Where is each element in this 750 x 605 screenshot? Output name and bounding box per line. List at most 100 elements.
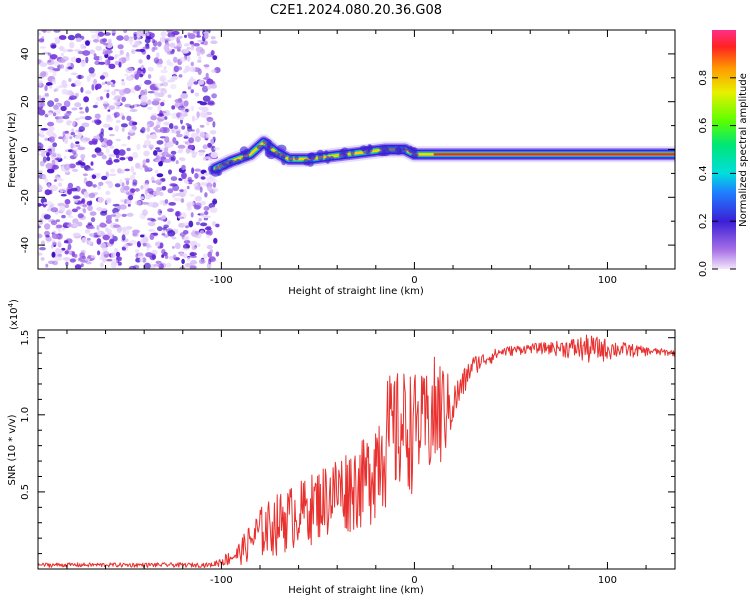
noise-speckle: [77, 50, 85, 55]
noise-speckle: [79, 116, 86, 119]
noise-speckle: [77, 146, 86, 151]
noise-speckle: [203, 172, 210, 176]
noise-speckle: [41, 151, 46, 158]
noise-speckle: [126, 212, 134, 217]
noise-speckle: [194, 195, 202, 202]
noise-speckle: [205, 230, 211, 235]
noise-speckle: [84, 258, 91, 261]
noise-speckle: [172, 137, 177, 144]
noise-speckle: [171, 105, 176, 110]
noise-speckle: [139, 196, 145, 200]
colorbar-tick-label: 0.8: [698, 70, 709, 86]
noise-speckle: [123, 35, 130, 41]
noise-speckle: [188, 137, 195, 144]
noise-speckle: [51, 233, 60, 239]
noise-speckle: [147, 221, 156, 227]
noise-speckle: [88, 67, 95, 74]
noise-speckle: [114, 125, 119, 132]
noise-speckle: [58, 136, 64, 139]
noise-speckle: [121, 115, 126, 120]
noise-speckle: [38, 109, 46, 116]
noise-speckle: [144, 38, 151, 44]
noise-speckle: [193, 183, 198, 187]
noise-speckle: [198, 56, 202, 60]
noise-speckle: [127, 156, 134, 162]
noise-speckle: [191, 245, 197, 251]
signal-blob: [395, 145, 405, 152]
noise-speckle: [171, 236, 177, 240]
noise-speckle: [203, 64, 210, 68]
noise-speckle: [38, 95, 42, 100]
noise-speckle: [175, 160, 179, 165]
noise-speckle: [113, 212, 122, 219]
noise-speckle: [69, 258, 76, 263]
noise-speckle: [161, 233, 166, 236]
noise-speckle: [121, 57, 127, 63]
noise-speckle: [83, 45, 87, 49]
noise-speckle: [190, 89, 194, 94]
noise-speckle: [65, 210, 71, 216]
noise-speckle: [45, 234, 50, 238]
noise-speckle: [187, 126, 193, 132]
noise-speckle: [191, 167, 195, 174]
noise-speckle: [81, 237, 87, 243]
signal-blob: [341, 147, 349, 155]
noise-speckle: [189, 265, 197, 269]
noise-speckle: [74, 79, 82, 87]
noise-speckle: [125, 179, 130, 186]
noise-speckle: [132, 179, 138, 186]
noise-speckle: [155, 186, 161, 192]
noise-speckle: [61, 214, 66, 219]
noise-speckle: [126, 115, 132, 122]
noise-speckle: [174, 193, 181, 197]
noise-speckle: [117, 168, 122, 174]
noise-speckle: [105, 197, 112, 204]
noise-speckle: [82, 50, 91, 56]
noise-speckle: [97, 229, 101, 236]
noise-speckle: [77, 221, 83, 227]
noise-speckle: [183, 239, 191, 244]
noise-speckle: [90, 255, 96, 259]
noise-speckle: [210, 36, 216, 40]
noise-speckle: [91, 34, 98, 39]
noise-speckle: [71, 92, 75, 96]
noise-speckle: [111, 262, 119, 266]
noise-speckle: [142, 257, 147, 263]
signal-blob: [281, 154, 286, 161]
noise-speckle: [210, 256, 216, 261]
noise-speckle: [44, 85, 48, 92]
noise-speckle: [48, 126, 55, 131]
noise-speckle: [140, 185, 144, 190]
noise-speckle: [56, 224, 63, 229]
noise-speckle: [189, 41, 194, 45]
noise-speckle: [131, 49, 136, 54]
noise-speckle: [53, 60, 60, 67]
noise-speckle: [47, 183, 51, 188]
signal-blob: [208, 165, 214, 172]
noise-speckle: [63, 240, 69, 244]
noise-speckle: [123, 185, 130, 191]
noise-speckle: [80, 87, 84, 93]
noise-speckle: [85, 106, 89, 113]
noise-speckle: [118, 61, 122, 68]
noise-speckle: [43, 201, 47, 205]
noise-speckle: [70, 187, 78, 192]
noise-speckle: [75, 141, 80, 145]
noise-speckle: [195, 243, 201, 248]
noise-speckle: [210, 50, 215, 56]
noise-speckle: [196, 111, 200, 118]
noise-speckle: [113, 111, 120, 118]
noise-speckle: [183, 244, 187, 249]
noise-speckle: [42, 156, 47, 163]
noise-speckle: [168, 123, 174, 129]
noise-speckle: [77, 213, 84, 219]
noise-speckle: [148, 144, 155, 149]
noise-speckle: [94, 113, 101, 119]
noise-speckle: [182, 253, 188, 258]
noise-speckle: [105, 116, 114, 123]
noise-speckle: [150, 113, 159, 116]
noise-speckle: [85, 40, 90, 46]
noise-speckle: [89, 30, 98, 34]
noise-speckle: [56, 176, 62, 180]
spectrogram-x-tick-label: -100: [210, 275, 233, 286]
